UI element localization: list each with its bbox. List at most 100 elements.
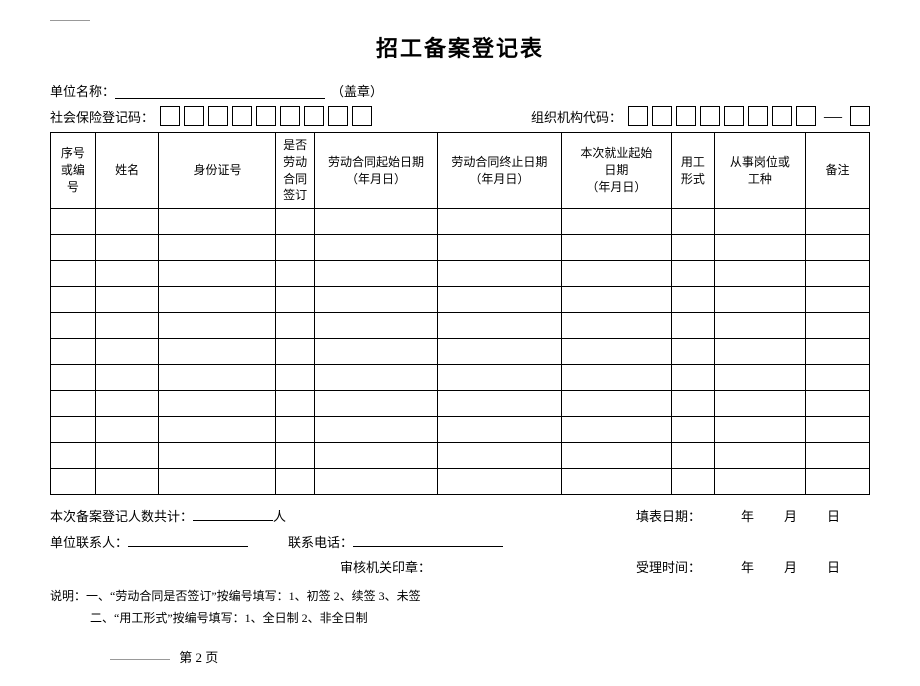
code-box[interactable] [232,106,252,126]
table-cell[interactable] [159,391,276,417]
table-cell[interactable] [159,365,276,391]
code-box[interactable] [184,106,204,126]
table-cell[interactable] [314,235,437,261]
table-cell[interactable] [51,391,96,417]
table-cell[interactable] [806,339,870,365]
table-cell[interactable] [561,261,672,287]
table-cell[interactable] [95,417,159,443]
table-cell[interactable] [314,261,437,287]
table-cell[interactable] [672,365,715,391]
table-cell[interactable] [561,313,672,339]
table-cell[interactable] [159,287,276,313]
table-cell[interactable] [561,365,672,391]
code-box[interactable] [796,106,816,126]
code-box[interactable] [772,106,792,126]
table-cell[interactable] [672,209,715,235]
table-cell[interactable] [438,209,561,235]
table-cell[interactable] [561,417,672,443]
table-cell[interactable] [806,209,870,235]
table-cell[interactable] [51,469,96,495]
table-cell[interactable] [314,391,437,417]
table-cell[interactable] [95,365,159,391]
table-cell[interactable] [561,209,672,235]
code-box[interactable] [850,106,870,126]
code-box[interactable] [700,106,720,126]
table-cell[interactable] [672,313,715,339]
table-cell[interactable] [159,209,276,235]
table-cell[interactable] [438,469,561,495]
table-cell[interactable] [51,261,96,287]
table-cell[interactable] [806,469,870,495]
table-cell[interactable] [95,209,159,235]
table-cell[interactable] [276,287,314,313]
table-cell[interactable] [159,469,276,495]
code-box[interactable] [652,106,672,126]
table-cell[interactable] [672,417,715,443]
table-cell[interactable] [806,313,870,339]
table-cell[interactable] [714,235,805,261]
table-cell[interactable] [714,287,805,313]
table-cell[interactable] [314,443,437,469]
table-cell[interactable] [95,391,159,417]
table-cell[interactable] [714,261,805,287]
table-cell[interactable] [159,235,276,261]
table-cell[interactable] [806,391,870,417]
table-cell[interactable] [561,469,672,495]
table-cell[interactable] [276,339,314,365]
table-cell[interactable] [561,235,672,261]
table-cell[interactable] [806,261,870,287]
table-cell[interactable] [561,391,672,417]
table-cell[interactable] [714,417,805,443]
count-field[interactable] [193,505,273,521]
table-cell[interactable] [95,443,159,469]
unit-name-field[interactable] [115,83,325,99]
table-cell[interactable] [806,417,870,443]
ssn-boxes[interactable] [160,106,372,126]
table-cell[interactable] [672,339,715,365]
table-cell[interactable] [51,313,96,339]
org-code-boxes[interactable]: — [628,106,870,126]
code-box[interactable] [280,106,300,126]
table-cell[interactable] [672,469,715,495]
table-cell[interactable] [438,443,561,469]
code-box[interactable] [352,106,372,126]
table-cell[interactable] [159,443,276,469]
code-box[interactable] [628,106,648,126]
code-box[interactable] [724,106,744,126]
table-cell[interactable] [314,209,437,235]
code-box[interactable] [256,106,276,126]
contact-person-field[interactable] [128,531,248,547]
table-cell[interactable] [276,469,314,495]
table-cell[interactable] [672,287,715,313]
table-cell[interactable] [159,417,276,443]
table-cell[interactable] [276,443,314,469]
table-cell[interactable] [276,313,314,339]
table-cell[interactable] [95,235,159,261]
table-cell[interactable] [714,209,805,235]
table-cell[interactable] [438,339,561,365]
table-cell[interactable] [51,287,96,313]
table-cell[interactable] [714,339,805,365]
table-cell[interactable] [714,313,805,339]
contact-phone-field[interactable] [353,531,503,547]
table-cell[interactable] [276,235,314,261]
code-box[interactable] [676,106,696,126]
table-cell[interactable] [314,417,437,443]
table-cell[interactable] [95,261,159,287]
table-cell[interactable] [438,417,561,443]
code-box[interactable] [160,106,180,126]
table-cell[interactable] [438,391,561,417]
table-cell[interactable] [714,391,805,417]
table-cell[interactable] [672,261,715,287]
table-cell[interactable] [276,261,314,287]
table-cell[interactable] [672,235,715,261]
table-cell[interactable] [672,391,715,417]
table-cell[interactable] [438,235,561,261]
table-cell[interactable] [714,443,805,469]
code-box[interactable] [304,106,324,126]
table-cell[interactable] [95,287,159,313]
table-cell[interactable] [438,313,561,339]
table-cell[interactable] [276,209,314,235]
table-cell[interactable] [714,365,805,391]
table-cell[interactable] [51,209,96,235]
